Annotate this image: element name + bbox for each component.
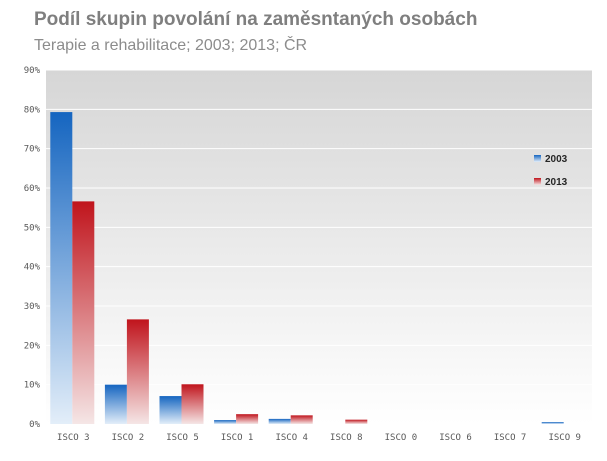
y-tick-label: 20% xyxy=(24,341,41,351)
legend-label: 2003 xyxy=(545,154,568,165)
bar-2013-isco-4 xyxy=(290,415,313,424)
y-tick-label: 0% xyxy=(29,420,40,430)
bar-2013-isco-8 xyxy=(345,419,368,424)
bar-2003-isco-9 xyxy=(541,422,564,424)
x-tick-label: ISCO 6 xyxy=(439,433,472,443)
y-tick-label: 10% xyxy=(24,381,41,391)
bar-2013-isco-3 xyxy=(72,201,95,424)
x-tick-label: ISCO 0 xyxy=(385,433,418,443)
chart-title: Podíl skupin povolání na zaměsntaných os… xyxy=(34,9,478,30)
legend-swatch xyxy=(534,155,541,162)
bar-2013-isco-2 xyxy=(126,319,149,424)
x-tick-label: ISCO 7 xyxy=(494,433,527,443)
y-tick-label: 30% xyxy=(24,302,41,312)
bars xyxy=(50,112,564,424)
x-tick-label: ISCO 9 xyxy=(548,433,581,443)
bar-2003-isco-3 xyxy=(50,112,73,424)
bar-2003-isco-1 xyxy=(214,420,237,424)
x-axis: ISCO 3 ISCO 2 ISCO 5 ISCO 1 ISCO 4 ISCO 8 ISCO… xyxy=(57,433,581,443)
legend-label: 2013 xyxy=(545,177,568,188)
y-tick-label: 60% xyxy=(24,184,41,194)
bar-2003-isco-2 xyxy=(104,384,127,424)
legend: 2003 2013 xyxy=(534,154,568,188)
x-tick-label: ISCO 4 xyxy=(275,433,308,443)
y-tick-label: 90% xyxy=(24,66,41,76)
legend-swatch xyxy=(534,178,541,185)
y-tick-label: 70% xyxy=(24,145,41,155)
y-tick-label: 50% xyxy=(24,223,41,233)
bar-2003-isco-4 xyxy=(268,418,291,424)
bar-2003-isco-5 xyxy=(159,396,182,424)
chart-subtitle: Terapie a rehabilitace; 2003; 2013; ČR xyxy=(34,37,308,54)
y-tick-label: 40% xyxy=(24,263,41,273)
x-tick-label: ISCO 5 xyxy=(166,433,199,443)
bar-2013-isco-1 xyxy=(236,414,259,424)
x-tick-label: ISCO 2 xyxy=(112,433,145,443)
x-tick-label: ISCO 1 xyxy=(221,433,254,443)
x-tick-label: ISCO 3 xyxy=(57,433,90,443)
y-tick-label: 80% xyxy=(24,105,41,115)
y-axis: 0% 10% 20% 30% 40% 50% 60% 70% 80% 90% xyxy=(24,66,41,430)
x-tick-label: ISCO 8 xyxy=(330,433,363,443)
bar-2013-isco-5 xyxy=(181,384,204,424)
